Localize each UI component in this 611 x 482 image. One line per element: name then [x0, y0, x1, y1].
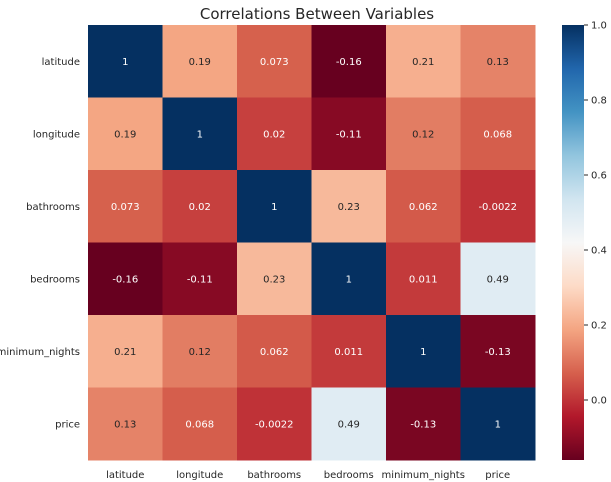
y-axis-ticks: latitude longitude bathrooms bedrooms minimu…: [0, 57, 80, 431]
heatmap-cell: [162, 315, 238, 388]
cell-value-label: 0.12: [189, 347, 211, 358]
cell-value-label: -0.0022: [255, 419, 294, 430]
heatmap-cell: [386, 242, 461, 316]
heatmap-cell: [311, 242, 387, 316]
cell-value-label: -0.16: [336, 57, 362, 68]
heatmap-cell: [460, 25, 536, 98]
heatmap-cell: [237, 242, 312, 316]
cell-value-label: 0.13: [114, 419, 136, 430]
heatmap-cell: [88, 242, 163, 316]
cell-value-label: 1: [346, 274, 352, 285]
heatmap-cell: [237, 315, 312, 388]
y-tick-label: longitude: [33, 129, 80, 140]
y-tick-label: latitude: [42, 57, 80, 68]
heatmap-cell: [88, 387, 163, 461]
heatmap-cell: [460, 170, 536, 243]
cell-value-label: 0.011: [334, 347, 363, 358]
heatmap-cell: [237, 97, 312, 171]
heatmap-cell: [88, 315, 163, 388]
cell-value-label: 0.073: [111, 202, 140, 213]
colorbar-tick-label: 0.0: [591, 396, 607, 407]
heatmap-cell: [386, 170, 461, 243]
heatmap-cell: [162, 97, 238, 171]
heatmap-cell: [88, 97, 163, 171]
cell-value-label: -0.13: [410, 419, 436, 430]
y-tick-label: minimum_nights: [0, 347, 80, 358]
heatmap-cell: [162, 387, 238, 461]
cell-value-label: -0.11: [187, 274, 213, 285]
cell-value-label: -0.0022: [478, 202, 517, 213]
cell-value-label: 0.02: [189, 202, 211, 213]
cell-value-label: 0.21: [114, 347, 136, 358]
heatmap-cell: [311, 387, 387, 461]
chart-title: Correlations Between Variables: [200, 5, 434, 23]
heatmap-cell: [162, 242, 238, 316]
cell-value-label: -0.11: [336, 129, 362, 140]
colorbar-tick-label: 0.2: [591, 321, 607, 332]
x-tick-label: bedrooms: [324, 470, 374, 481]
x-tick-label: minimum_nights: [382, 470, 465, 481]
heatmap-cell: [460, 315, 536, 388]
cell-value-label: 0.49: [338, 419, 360, 430]
cell-value-label: -0.16: [112, 274, 138, 285]
cell-value-label: 0.12: [412, 129, 434, 140]
heatmap-cell: [311, 315, 387, 388]
cell-value-label: 1: [420, 347, 426, 358]
cell-value-label: 0.068: [185, 419, 214, 430]
heatmap-cell: [311, 25, 387, 98]
colorbar-gradient: [562, 25, 584, 460]
cell-value-label: 0.13: [487, 57, 509, 68]
cell-value-label: 0.21: [412, 57, 434, 68]
cell-value-label: 0.073: [260, 57, 289, 68]
heatmap-cell: [311, 170, 387, 243]
cell-value-label: 0.062: [409, 202, 438, 213]
heatmap-cell: [386, 97, 461, 171]
cell-value-label: 0.19: [114, 129, 136, 140]
cell-value-label: 0.23: [263, 274, 285, 285]
heatmap-cell: [162, 170, 238, 243]
cell-value-label: 1: [271, 202, 277, 213]
heatmap-cell: [460, 242, 536, 316]
heatmap-cell: [386, 25, 461, 98]
cell-value-label: 0.23: [338, 202, 360, 213]
heatmap-cell: [386, 315, 461, 388]
heatmap-cell: [162, 25, 238, 98]
heatmap-cell: [460, 387, 536, 461]
heatmap-cell: [88, 170, 163, 243]
x-tick-label: price: [485, 470, 510, 481]
heatmap-cells: 1 0.19 0.073 -0.16 0.21 0.13 0.19 1 0.02 -0.11 0.1…: [88, 25, 536, 461]
x-axis-ticks: latitude longitude bathrooms bedrooms minimu…: [106, 470, 510, 481]
cell-value-label: 0.19: [189, 57, 211, 68]
heatmap-cell: [311, 97, 387, 171]
cell-value-label: 0.02: [263, 129, 285, 140]
heatmap-cell: [237, 170, 312, 243]
y-tick-label: price: [55, 419, 80, 430]
cell-value-label: -0.13: [485, 347, 511, 358]
heatmap-cell: [460, 97, 536, 171]
heatmap-cell: [88, 25, 163, 98]
heatmap-cell: [237, 25, 312, 98]
cell-value-label: 0.011: [409, 274, 438, 285]
colorbar-tick-label: 0.6: [591, 171, 607, 182]
colorbar-tick-label: 0.4: [591, 246, 607, 257]
colorbar-tick-label: 0.8: [591, 96, 607, 107]
cell-value-label: 1: [197, 129, 203, 140]
y-tick-label: bedrooms: [30, 274, 80, 285]
x-tick-label: bathrooms: [247, 470, 301, 481]
y-tick-label: bathrooms: [26, 202, 80, 213]
cell-value-label: 0.062: [260, 347, 289, 358]
cell-value-label: 0.068: [483, 129, 512, 140]
colorbar-tick-label: 1.0: [591, 21, 607, 32]
cell-value-label: 1: [495, 419, 501, 430]
heatmap-cell: [386, 387, 461, 461]
colorbar: 0.0 0.2 0.4 0.6 0.8 1.0: [562, 21, 607, 460]
cell-value-label: 1: [122, 57, 128, 68]
heatmap-cell: [237, 387, 312, 461]
x-tick-label: latitude: [106, 470, 144, 481]
x-tick-label: longitude: [176, 470, 223, 481]
cell-value-label: 0.49: [487, 274, 509, 285]
